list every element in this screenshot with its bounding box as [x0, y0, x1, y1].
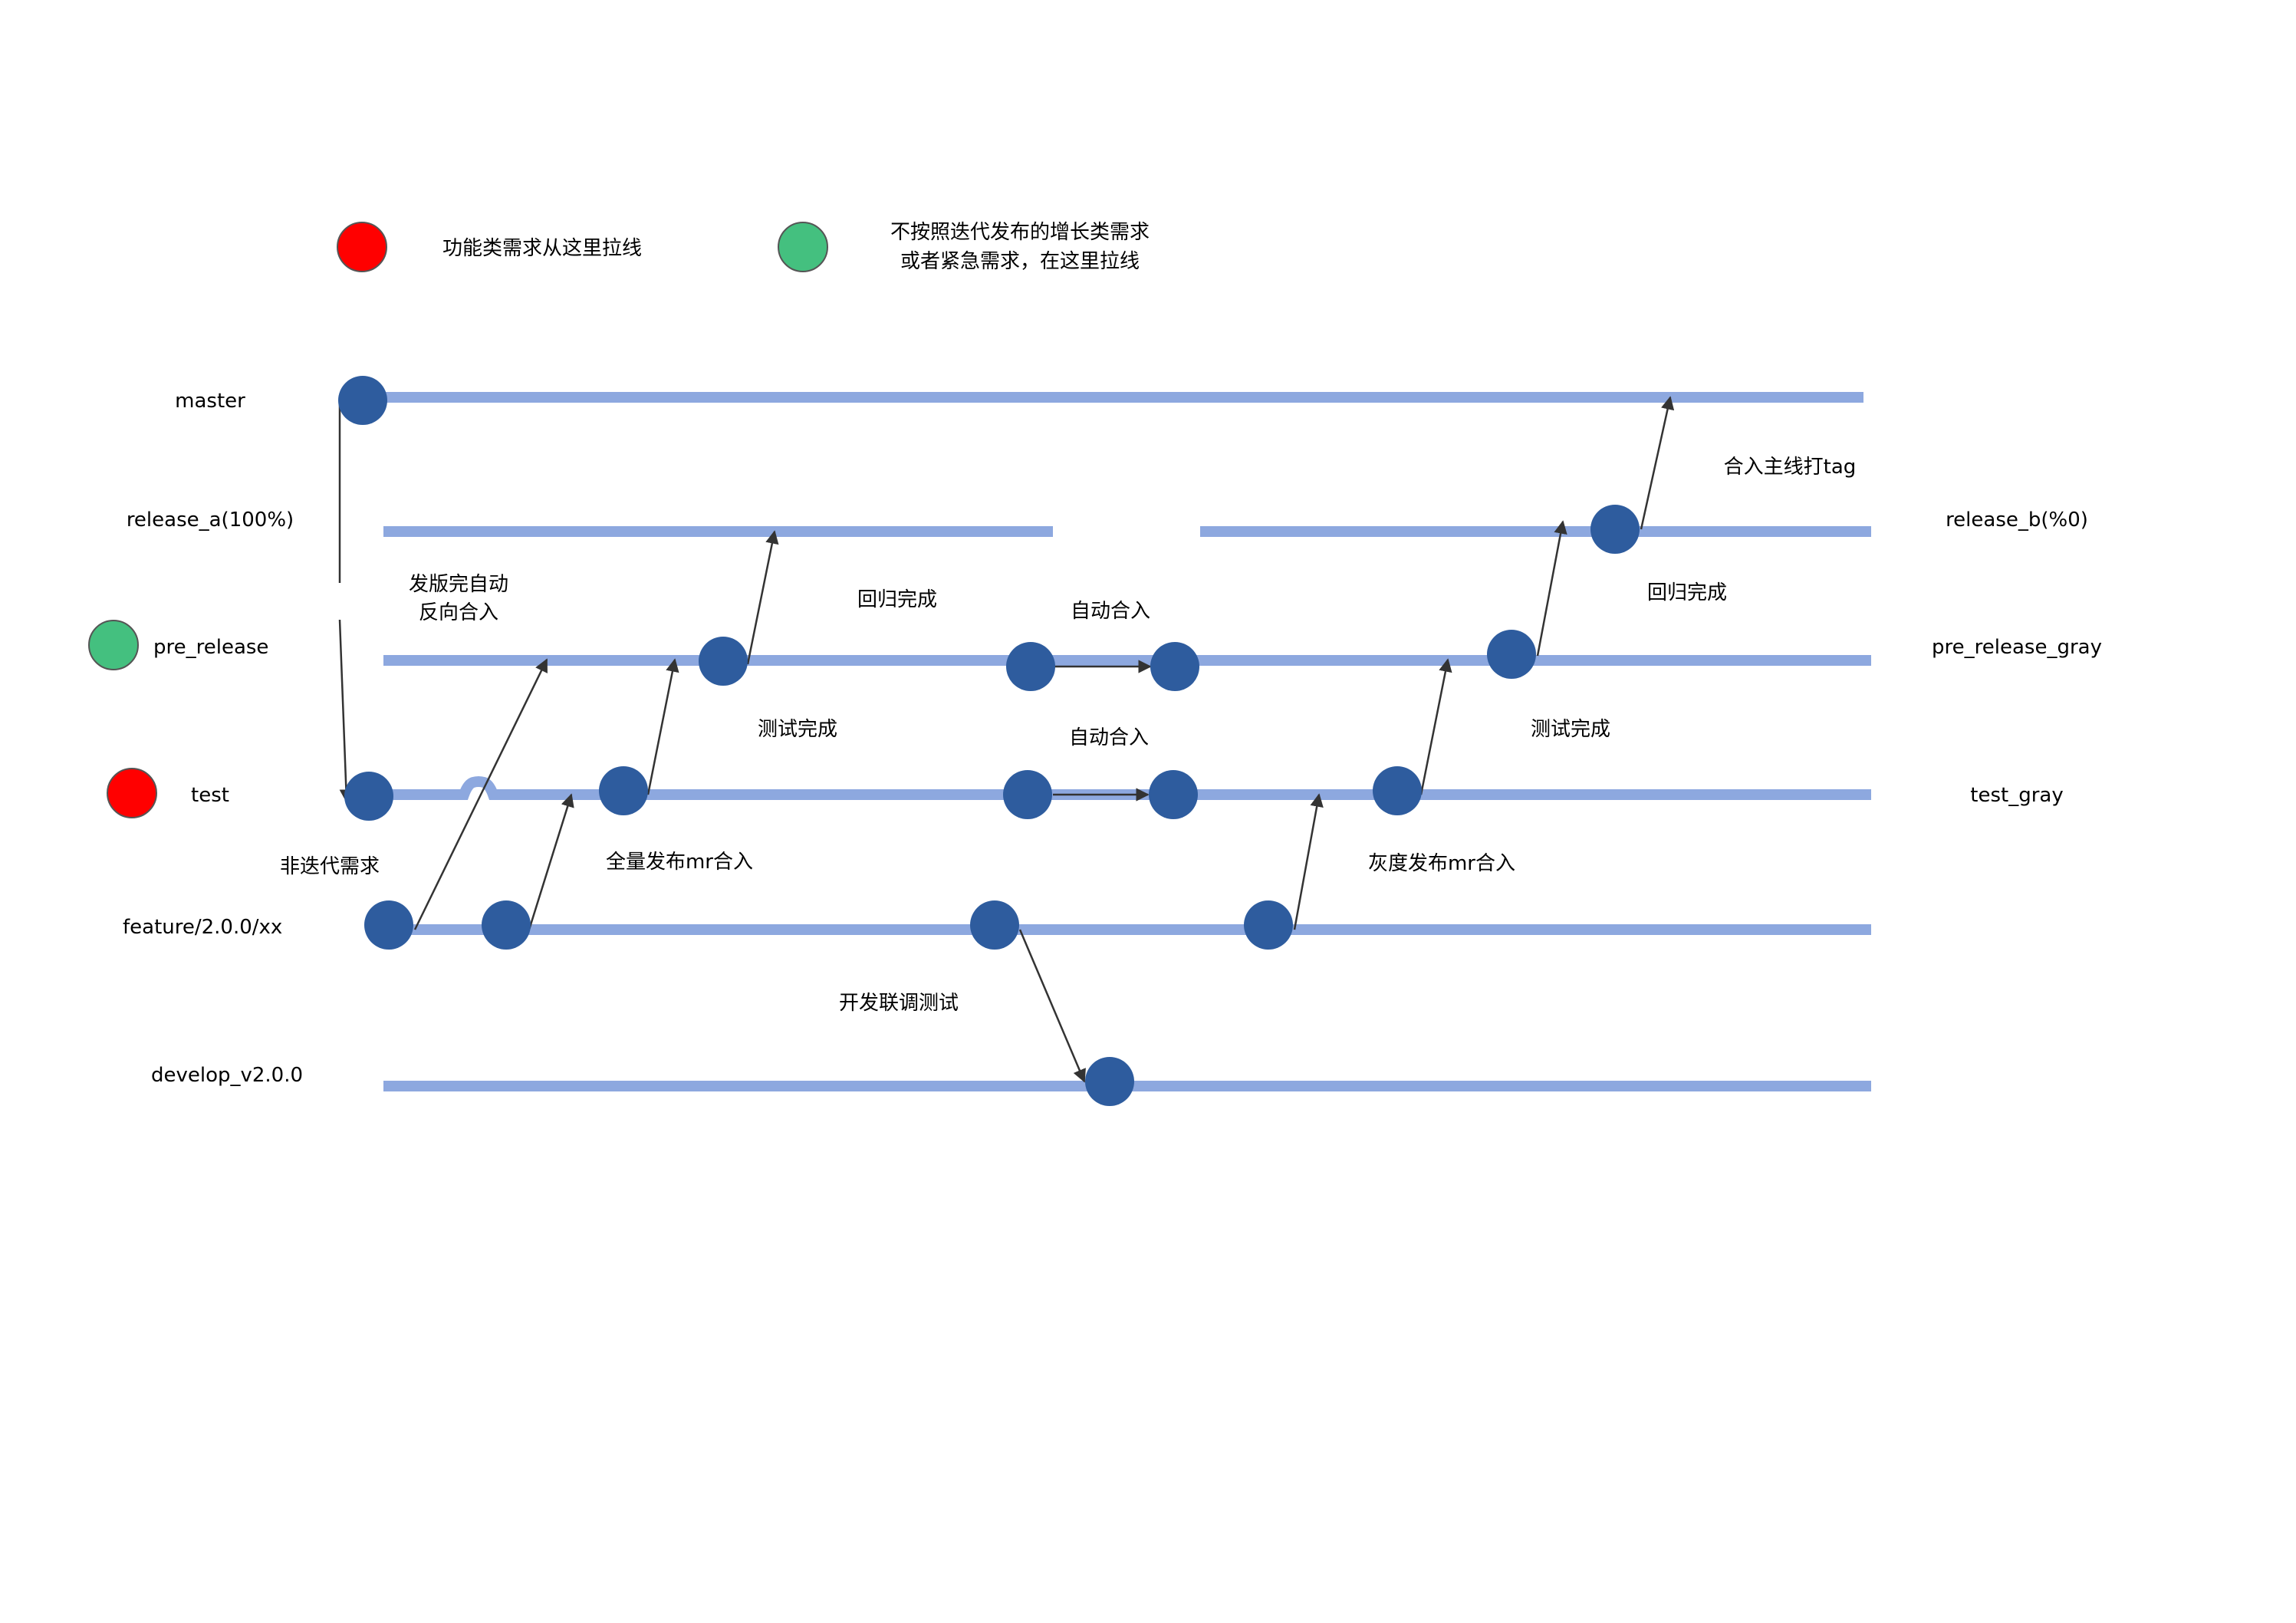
- arrow-pre-release-to-release-b: [1536, 520, 1567, 657]
- arrow-master-to-test-lower: [338, 619, 354, 803]
- merge-arrows: [338, 396, 1675, 1083]
- commit-node-test: [344, 772, 393, 821]
- annotation-test-done: 测试完成: [758, 718, 837, 741]
- legend-growth-text-line-2: 或者紧急需求，在这里拉线: [900, 250, 1140, 273]
- pre-release-marker-dot: [88, 620, 139, 670]
- commit-node-test: [1373, 766, 1422, 815]
- annotation-merge-main-tag: 合入主线打tag: [1724, 456, 1857, 479]
- branch-label-release-a: release_a(100%): [127, 509, 294, 532]
- annotation-auto-merge: 自动合入: [1069, 726, 1149, 749]
- annotation-test-done: 测试完成: [1531, 718, 1610, 741]
- commit-node-feature: [970, 900, 1019, 950]
- arrow-pre-release-to-release-a: [746, 530, 779, 665]
- commit-node-master: [338, 376, 387, 425]
- annotation-regression-done: 回归完成: [857, 588, 937, 611]
- annotation-full-release-mr: 全量发布mr合入: [606, 851, 753, 874]
- branch-label-test-gray: test_gray: [1970, 784, 2063, 807]
- annotation-auto-reverse-merge-line-2: 反向合入: [419, 601, 498, 624]
- branch-label-feature: feature/2.0.0/xx: [123, 916, 282, 939]
- branch-label-master: master: [175, 390, 245, 413]
- branch-label-develop: develop_v2.0.0: [151, 1064, 303, 1087]
- annotation-gray-release-mr: 灰度发布mr合入: [1368, 852, 1515, 875]
- branch-label-test: test: [191, 784, 229, 807]
- commit-node-pre-release: [699, 637, 748, 686]
- commit-node-test: [1149, 770, 1198, 819]
- arrow-test-to-pre-release-1: [646, 658, 679, 795]
- commit-node-feature: [482, 900, 531, 950]
- legend-growth-text-line-1: 不按照迭代发布的增长类需求: [890, 221, 1150, 244]
- commit-node-feature: [1244, 900, 1293, 950]
- legend-feature-dot: [337, 222, 387, 272]
- branch-line-test: [391, 776, 1871, 800]
- legend-feature-text: 功能类需求从这里拉线: [442, 237, 642, 260]
- arrow-feature-to-test-1: [528, 793, 574, 930]
- branch-label-pre-release-gray: pre_release_gray: [1932, 636, 2102, 659]
- annotation-regression-done: 回归完成: [1647, 581, 1727, 604]
- commit-node-test: [599, 766, 648, 815]
- commit-node-feature: [364, 900, 413, 950]
- test-marker-dot: [107, 768, 157, 818]
- marker-dots: [88, 222, 828, 818]
- commit-nodes: [338, 376, 1640, 1106]
- arrow-feature-to-pre-release: [413, 658, 548, 930]
- commit-node-release-b: [1590, 505, 1640, 554]
- annotation-non-iteration: 非迭代需求: [280, 855, 380, 878]
- commit-node-pre-release: [1006, 642, 1055, 691]
- branch-label-pre-release: pre_release: [153, 636, 268, 659]
- annotation-auto-reverse-merge-line-1: 发版完自动: [409, 573, 508, 596]
- branch-label-release-b: release_b(%0): [1946, 509, 2088, 532]
- annotation-dev-joint-test: 开发联调测试: [839, 992, 959, 1015]
- commit-node-pre-release: [1150, 642, 1199, 691]
- commit-node-pre-release: [1487, 630, 1536, 679]
- commit-node-test: [1003, 770, 1052, 819]
- arrow-test-to-pre-release-2: [1419, 658, 1452, 795]
- legend-growth-dot: [778, 222, 828, 272]
- arrow-feature-to-test-2: [1293, 793, 1324, 930]
- arrow-feature-to-develop: [1018, 929, 1086, 1083]
- arrow-release-b-to-master: [1640, 396, 1675, 530]
- annotation-auto-merge: 自动合入: [1071, 600, 1150, 623]
- commit-node-develop: [1085, 1057, 1134, 1106]
